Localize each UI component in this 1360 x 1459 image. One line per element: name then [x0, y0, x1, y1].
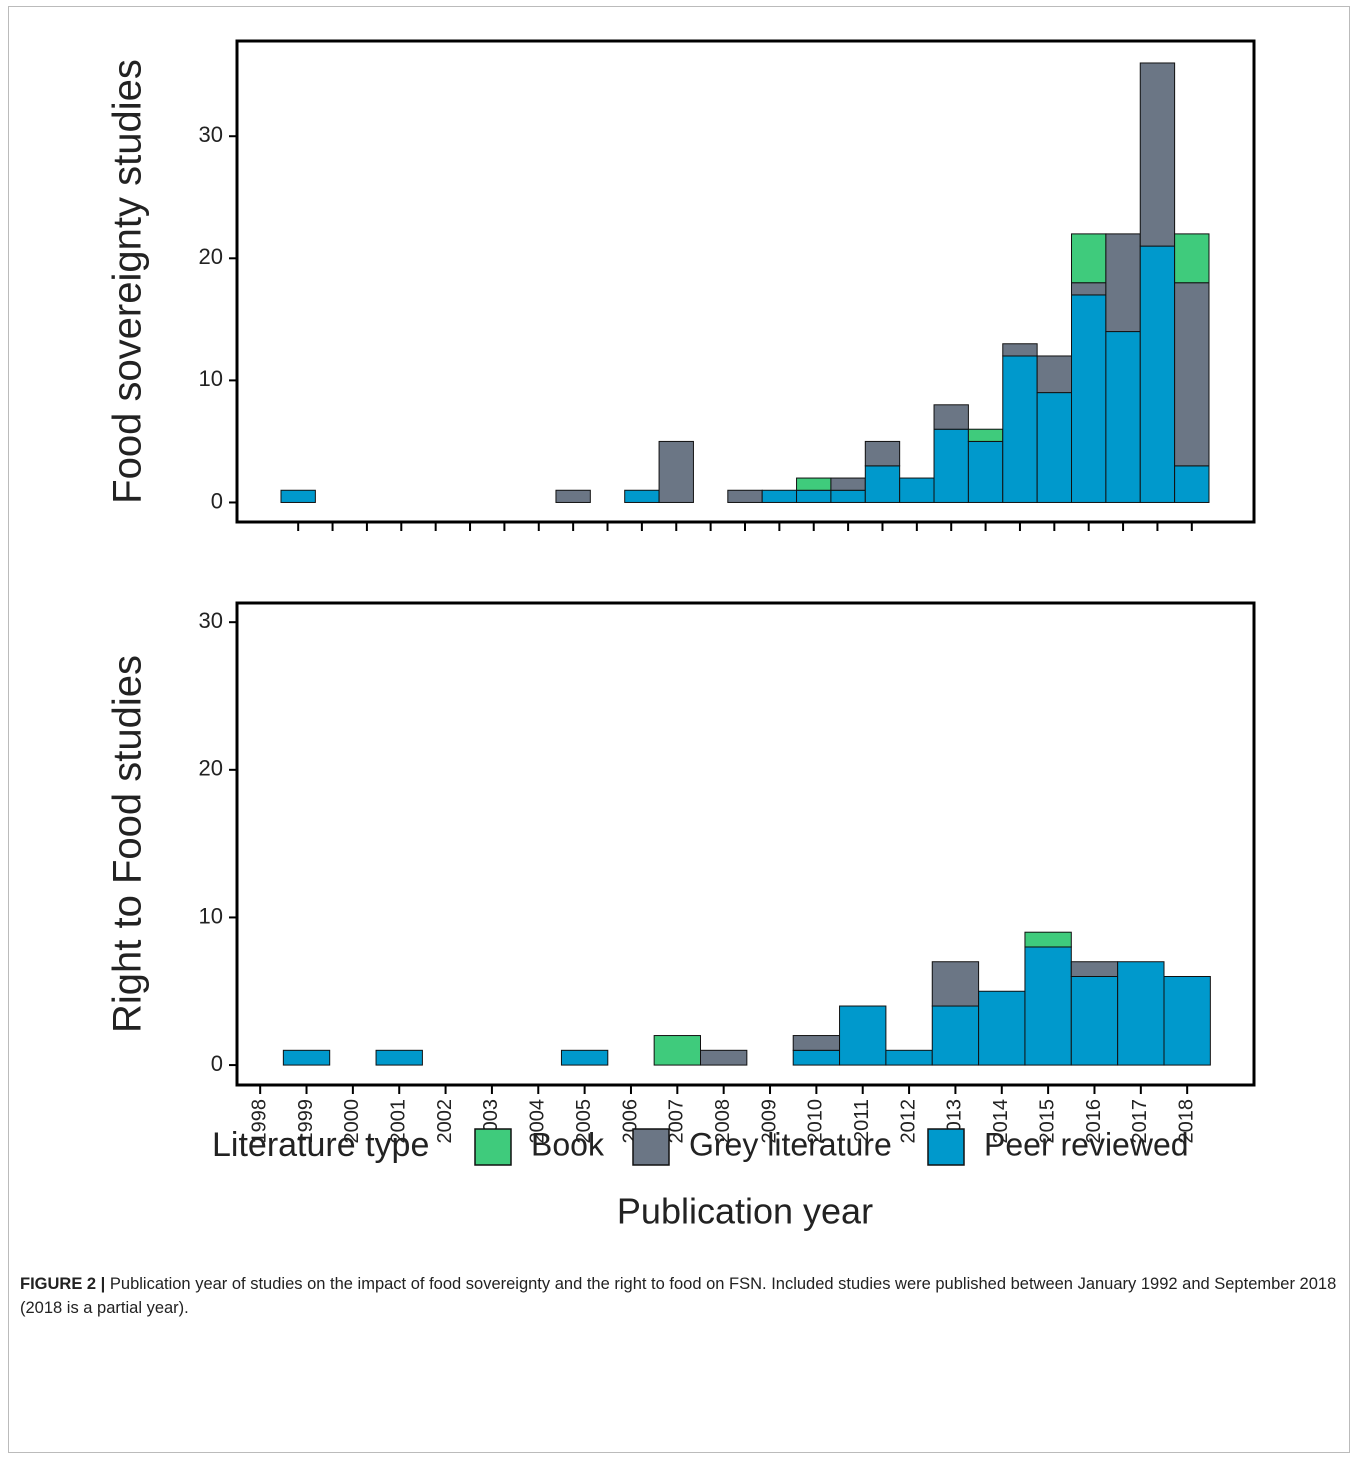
- plot-frame: [235, 39, 1256, 524]
- bar-segment: [1036, 355, 1073, 394]
- x-tick-label: 2009: [758, 1099, 780, 1144]
- bar-segment: [978, 990, 1026, 1066]
- x-tick-label: 1998: [248, 1099, 270, 1144]
- y-tick-label: 20: [199, 756, 223, 781]
- bar-segment: [1174, 282, 1210, 467]
- x-tick-label: 2007: [666, 1099, 688, 1144]
- bar-segment: [1036, 392, 1073, 503]
- bar-segment: [830, 477, 866, 491]
- caption-text: Publication year of studies on the impac…: [20, 1275, 1337, 1317]
- x-tick-label: 2016: [1083, 1099, 1105, 1144]
- bar-segment: [1070, 975, 1119, 1066]
- bar-segment: [830, 489, 866, 503]
- bar-segment: [933, 428, 969, 503]
- bar-segment: [375, 1049, 423, 1066]
- y-axis-title: Right to Food studies: [106, 655, 150, 1033]
- bar-segment: [931, 961, 980, 1007]
- bar-segment: [1117, 961, 1165, 1066]
- x-tick-label: 2014: [990, 1099, 1012, 1144]
- x-tick-label: 2001: [388, 1099, 410, 1144]
- y-axis-title: Food sovereignty studies: [106, 59, 150, 504]
- legend-label: Grey literature: [689, 1126, 892, 1162]
- x-tick-label: 2002: [434, 1099, 456, 1144]
- bar-segment: [624, 489, 660, 503]
- bar-segment: [1002, 343, 1038, 357]
- bar-segment: [1139, 62, 1176, 247]
- x-tick-label: 2000: [341, 1099, 363, 1144]
- bar-segment: [1002, 355, 1038, 503]
- bar-segment: [796, 489, 832, 503]
- bar-segment: [1024, 931, 1072, 948]
- bar-segment: [1163, 975, 1211, 1066]
- x-tick-label: 2015: [1036, 1099, 1058, 1144]
- bar-segment: [1024, 946, 1072, 1066]
- legend-swatch: [632, 1128, 670, 1166]
- legend-label: Peer reviewed: [984, 1126, 1189, 1162]
- bar-segment: [1070, 961, 1119, 977]
- bar-segment: [1174, 233, 1210, 284]
- x-tick-label: 1999: [295, 1099, 317, 1144]
- x-axis-title: Publication year: [617, 1191, 873, 1232]
- bar-segment: [727, 489, 763, 503]
- legend-swatch: [474, 1128, 512, 1166]
- bar-segment: [1105, 233, 1141, 333]
- x-tick-label: 2005: [573, 1099, 595, 1144]
- bar-segment: [653, 1035, 702, 1066]
- x-tick-label: 2012: [897, 1099, 919, 1144]
- legend-label: Book: [531, 1126, 605, 1162]
- bar-segment: [796, 477, 832, 491]
- bar-segment: [280, 489, 316, 503]
- y-tick-label: 30: [199, 122, 223, 147]
- y-tick-label: 10: [199, 903, 223, 928]
- bar-segment: [1071, 233, 1107, 284]
- figure-frame: [8, 6, 1350, 1453]
- bar-segment: [761, 489, 798, 503]
- y-tick-label: 20: [199, 244, 223, 269]
- x-tick-label: 2010: [805, 1099, 827, 1144]
- bar-segment: [933, 404, 969, 430]
- bar-segment: [899, 477, 935, 503]
- x-tick-label: 2017: [1129, 1099, 1151, 1144]
- bar-segment: [1139, 245, 1176, 503]
- bar-segment: [839, 1005, 887, 1066]
- y-tick-label: 0: [211, 488, 223, 513]
- x-tick-label: 2011: [851, 1099, 873, 1142]
- bar-segment: [864, 440, 901, 467]
- legend-title: Literature type: [212, 1126, 429, 1164]
- x-tick-label: 2018: [1175, 1099, 1197, 1144]
- caption: FIGURE 2 | Publication year of studies o…: [20, 1272, 1340, 1320]
- bar-segment: [967, 440, 1004, 503]
- caption-label: FIGURE 2 |: [20, 1275, 106, 1293]
- bar-segment: [885, 1049, 933, 1066]
- bar-segment: [282, 1049, 331, 1066]
- bar-segment: [1105, 331, 1141, 503]
- bar-segment: [792, 1035, 841, 1051]
- bar-segment: [1174, 465, 1210, 503]
- y-tick-label: 0: [211, 1051, 223, 1076]
- bar-segment: [1071, 282, 1107, 296]
- bar-segment: [560, 1049, 609, 1066]
- bar-segment: [658, 440, 694, 503]
- y-tick-label: 10: [199, 366, 223, 391]
- bar-segment: [555, 489, 591, 503]
- bar-segment: [700, 1049, 748, 1066]
- bar-segment: [792, 1049, 841, 1066]
- plot-frame: [235, 601, 1256, 1087]
- x-tick-label: 2008: [712, 1099, 734, 1144]
- x-tick-label: 2004: [527, 1099, 549, 1144]
- legend-swatch: [927, 1128, 965, 1166]
- bar-segment: [864, 465, 901, 503]
- bar-segment: [1071, 294, 1107, 503]
- bar-segment: [967, 428, 1004, 442]
- y-tick-label: 30: [199, 608, 223, 633]
- bar-segment: [931, 1005, 980, 1066]
